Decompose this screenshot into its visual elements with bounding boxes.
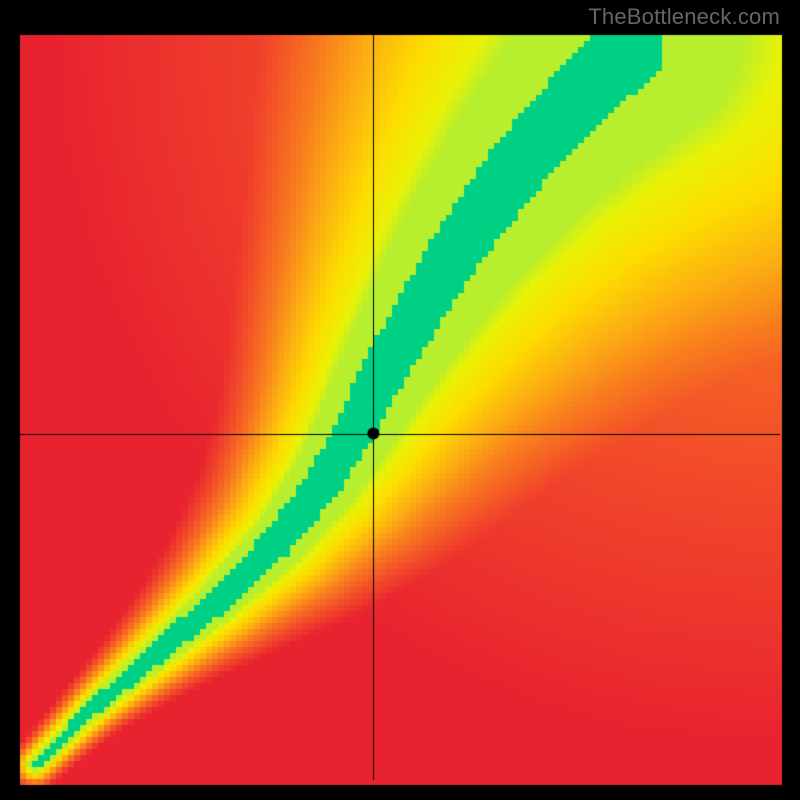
chart-container: TheBottleneck.com — [0, 0, 800, 800]
watermark-text: TheBottleneck.com — [588, 4, 780, 30]
heatmap-canvas — [0, 0, 800, 800]
